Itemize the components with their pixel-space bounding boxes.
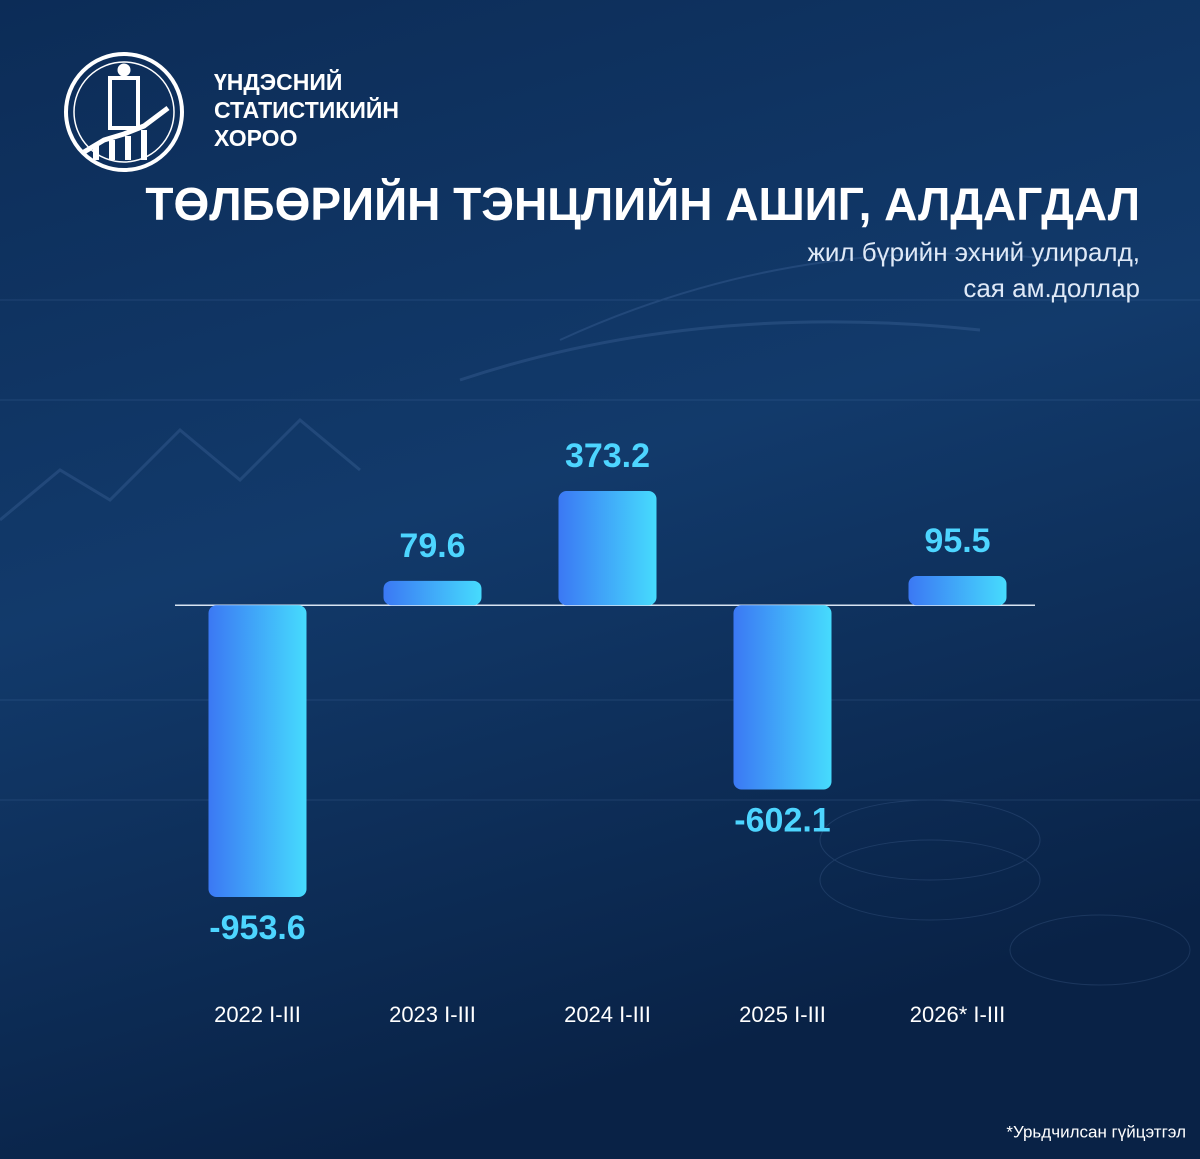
chart-subtitle: жил бүрийн эхний улиралд, — [807, 237, 1140, 267]
x-tick-label: 2026* I-III — [910, 1002, 1005, 1027]
data-label: 79.6 — [399, 527, 465, 565]
data-label: 95.5 — [924, 522, 990, 560]
x-tick-label: 2025 I-III — [739, 1002, 826, 1027]
x-tick-label: 2024 I-III — [564, 1002, 651, 1027]
logo — [64, 52, 184, 172]
organization-name: ҮНДЭСНИЙ — [214, 68, 342, 95]
bar — [908, 575, 1007, 606]
footnote: *Урьдчилсан гүйцэтгэл — [1006, 1122, 1186, 1141]
bar — [733, 605, 832, 790]
data-label: -602.1 — [734, 801, 830, 839]
organization-name: ХОРОО — [214, 125, 297, 151]
organization-name: СТАТИСТИКИЙН — [214, 96, 399, 123]
background-decoration — [0, 252, 1200, 986]
data-label: -953.6 — [209, 909, 305, 947]
bar — [383, 580, 482, 606]
bar — [558, 491, 657, 606]
data-label: 373.2 — [565, 437, 650, 475]
x-tick-label: 2022 I-III — [214, 1002, 301, 1027]
chart-title: ТӨЛБӨРИЙН ТЭНЦЛИЙН АШИГ, АЛДАГДАЛ — [145, 178, 1140, 230]
chart-subtitle: сая ам.доллар — [963, 273, 1140, 303]
x-tick-label: 2023 I-III — [389, 1002, 476, 1027]
bar — [208, 605, 307, 897]
